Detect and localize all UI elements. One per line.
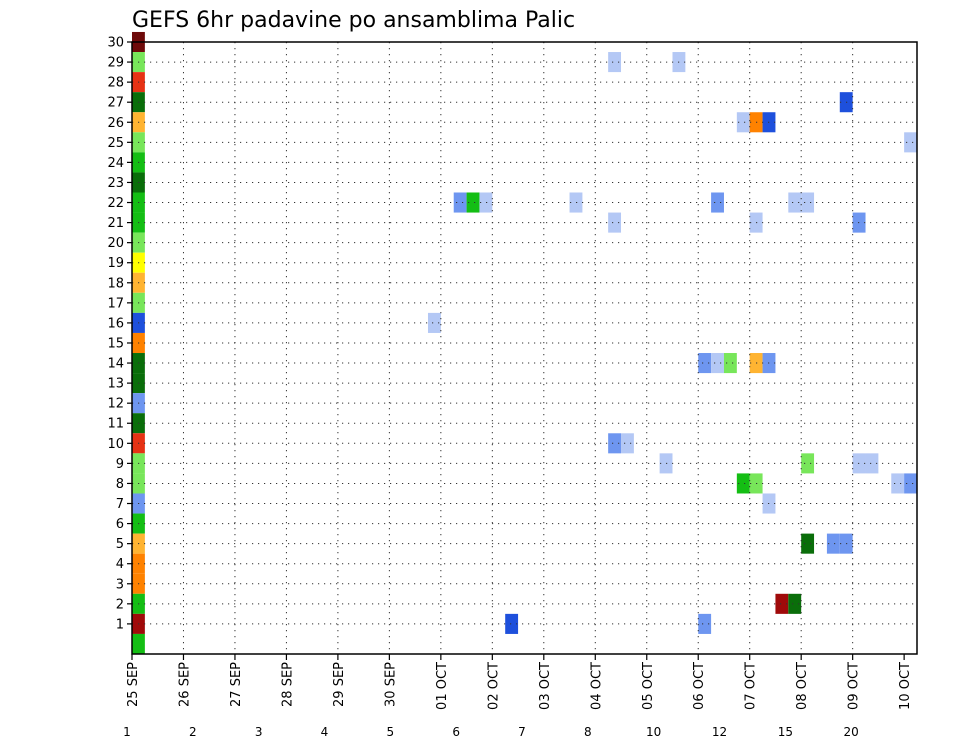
y-tick-label: 26	[107, 116, 124, 131]
plot-frame	[131, 41, 918, 655]
y-tick-label: 10	[107, 437, 124, 452]
y-tick-label: 11	[107, 417, 124, 432]
colorbar-label: 6	[452, 725, 460, 739]
heatmap-cell	[801, 533, 815, 554]
colorbar-label: 2	[189, 725, 197, 739]
heatmap-cell	[569, 192, 583, 213]
y-tick-label: 20	[107, 236, 124, 251]
y-tick-label: 24	[107, 156, 124, 171]
x-tick-label: 04 OCT	[589, 662, 604, 710]
heatmap-cell	[904, 132, 917, 153]
colorbar: 1 2 3 4 5 6 7 8 10 12 15 20	[123, 725, 859, 739]
x-tick-label: 06 OCT	[692, 662, 707, 710]
heatmap-cell	[801, 453, 815, 474]
heatmap-cell	[427, 312, 441, 333]
y-tick-label: 21	[107, 216, 124, 231]
x-tick-label: 29 SEP	[332, 662, 347, 707]
y-axis: 1234567891011121314151617181920212223242…	[107, 36, 132, 632]
y-tick-label: 6	[116, 517, 124, 532]
x-tick-label: 26 SEP	[178, 662, 193, 707]
heatmap-cell	[132, 633, 145, 654]
colorbar-label: 1	[123, 725, 131, 739]
heatmap-cell	[723, 353, 737, 374]
heatmap-cell	[698, 613, 712, 634]
x-tick-label: 28 SEP	[280, 662, 295, 707]
colorbar-label: 8	[584, 725, 592, 739]
heatmap-cell	[788, 192, 802, 213]
y-tick-label: 23	[107, 176, 124, 191]
heatmap-cell	[466, 192, 480, 213]
heatmap-cell	[453, 192, 467, 213]
y-tick-label: 7	[116, 497, 124, 512]
heatmap-cell	[698, 353, 712, 374]
heatmap-cell	[801, 192, 815, 213]
x-tick-label: 10 OCT	[898, 662, 913, 710]
x-tick-label: 27 SEP	[229, 662, 244, 707]
chart-title: GEFS 6hr padavine po ansamblima Palic	[132, 8, 575, 33]
heatmap-cell	[904, 473, 917, 494]
x-tick-label: 02 OCT	[486, 662, 501, 710]
x-tick-label: 25 SEP	[126, 662, 141, 707]
heatmap-cell	[479, 192, 493, 213]
heatmap-cell	[711, 353, 724, 374]
heatmap-cell	[775, 593, 789, 614]
y-tick-label: 19	[107, 256, 124, 271]
heatmap-cell	[736, 112, 750, 133]
x-tick-label: 07 OCT	[744, 662, 759, 710]
y-tick-label: 30	[107, 36, 124, 51]
y-tick-label: 3	[116, 577, 124, 592]
y-tick-label: 5	[116, 537, 124, 552]
heatmap-cell	[608, 212, 622, 233]
heatmap-cell	[608, 52, 622, 73]
colorbar-label: 3	[255, 725, 263, 739]
colorbar-label: 20	[844, 725, 859, 739]
heatmap-cell	[621, 433, 634, 454]
colorbar-label: 15	[778, 725, 793, 739]
heatmap-cell	[865, 453, 879, 474]
y-tick-label: 22	[107, 196, 124, 211]
x-tick-label: 09 OCT	[847, 662, 862, 710]
y-tick-label: 9	[116, 457, 124, 472]
y-tick-label: 18	[107, 276, 124, 291]
y-tick-label: 1	[116, 617, 124, 632]
colorbar-label: 12	[712, 725, 727, 739]
y-tick-label: 14	[107, 357, 124, 372]
colorbar-label: 4	[321, 725, 329, 739]
y-tick-label: 15	[107, 336, 124, 351]
y-tick-label: 16	[107, 316, 124, 331]
y-tick-label: 29	[107, 56, 124, 71]
heatmap-cell	[608, 433, 622, 454]
y-tick-label: 17	[107, 296, 124, 311]
y-tick-label: 28	[107, 76, 124, 91]
y-tick-label: 8	[116, 477, 124, 492]
x-tick-label: 05 OCT	[641, 662, 656, 710]
heatmap-cell	[788, 593, 802, 614]
heatmap-cell	[826, 533, 840, 554]
y-tick-label: 4	[116, 557, 124, 572]
x-tick-label: 08 OCT	[795, 662, 810, 710]
colorbar-label: 5	[387, 725, 395, 739]
y-tick-label: 27	[107, 96, 124, 111]
colorbar-label: 10	[646, 725, 661, 739]
colorbar-label: 7	[518, 725, 526, 739]
y-tick-label: 13	[107, 377, 124, 392]
x-axis: 25 SEP 26 SEP 27 SEP 28 SEP 29 SEP 30 SEP 01 O…	[126, 654, 913, 710]
heatmap-cell	[736, 473, 750, 494]
heatmap-cell	[711, 192, 724, 213]
x-tick-label: 30 SEP	[383, 662, 398, 707]
x-tick-label: 03 OCT	[538, 662, 553, 710]
x-tick-label: 01 OCT	[435, 662, 450, 710]
heatmap-cell	[891, 473, 905, 494]
heatmap-cells	[132, 31, 917, 654]
y-tick-label: 2	[116, 597, 124, 612]
grid-lines	[132, 42, 917, 654]
y-tick-label: 12	[107, 397, 124, 412]
y-tick-label: 25	[107, 136, 124, 151]
heatmap-cell	[505, 613, 519, 634]
